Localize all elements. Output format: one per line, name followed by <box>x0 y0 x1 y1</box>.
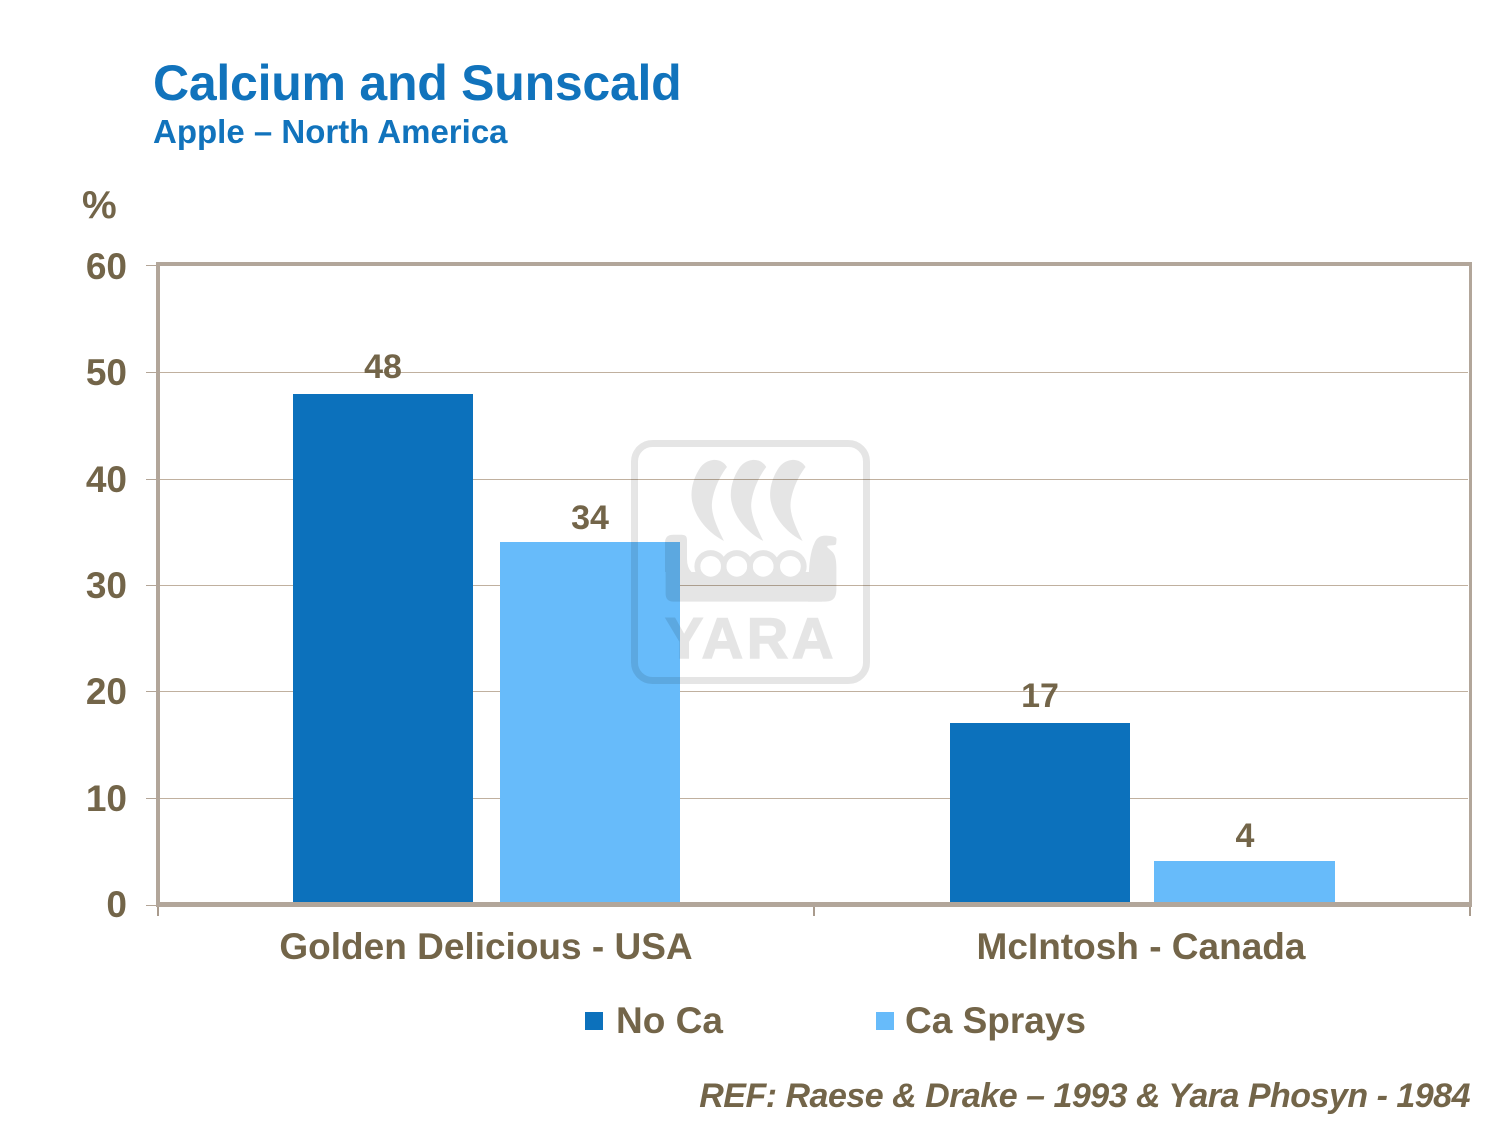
svg-text:YARA: YARA <box>665 607 837 671</box>
